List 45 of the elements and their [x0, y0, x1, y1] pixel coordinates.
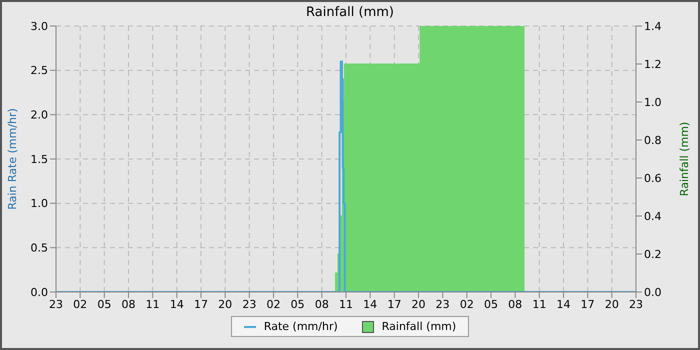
- y2-tick-label: 1.0: [644, 96, 662, 109]
- y-tick-label: 2.0: [30, 108, 48, 122]
- x-tick-label: 14: [170, 298, 184, 311]
- x-tick-label: 08: [508, 298, 522, 311]
- y2-tick-label: 0.8: [644, 134, 662, 147]
- y2-tick-label: 0.6: [644, 172, 662, 185]
- x-tick-label: 02: [266, 298, 280, 311]
- y-tick-label: 3.0: [30, 20, 48, 33]
- x-tick-label: 02: [73, 298, 88, 311]
- x-tick-label: 02: [460, 298, 474, 311]
- y-tick-label: 2.5: [30, 64, 48, 78]
- y2-tick-label: 1.2: [644, 58, 662, 71]
- x-tick-label: 11: [339, 298, 353, 311]
- x-tick-label: 08: [122, 298, 136, 311]
- y-axis-title: Rain Rate (mm/hr): [6, 108, 19, 210]
- chart-title: Rainfall (mm): [306, 5, 394, 20]
- x-tick-label: 14: [363, 298, 378, 311]
- x-tick-label: 05: [484, 298, 498, 311]
- y2-axis-title: Rainfall (mm): [678, 122, 691, 196]
- y-tick-label: 1.5: [30, 152, 48, 166]
- x-tick-label: 23: [242, 298, 256, 311]
- x-tick-label: 17: [194, 298, 208, 311]
- x-tick-label: 05: [97, 298, 112, 311]
- y-tick-label: 1.0: [30, 197, 48, 210]
- y-tick-label: 0.5: [30, 242, 48, 255]
- x-tick-label: 11: [146, 298, 160, 311]
- x-tick-label: 17: [387, 298, 402, 311]
- legend-label: Rate (mm/hr): [264, 320, 338, 333]
- x-tick-label: 17: [580, 298, 595, 311]
- x-tick-label: 20: [604, 298, 619, 311]
- x-tick-label: 20: [218, 298, 232, 311]
- x-tick-label: 23: [436, 298, 450, 311]
- y2-tick-label: 0.2: [644, 248, 662, 261]
- y-tick-label: 0.0: [30, 286, 48, 299]
- y2-tick-label: 1.4: [644, 20, 662, 33]
- y2-tick-label: 0.0: [644, 286, 662, 299]
- x-tick-label: 14: [556, 298, 570, 311]
- legend-label: Rainfall (mm): [382, 320, 456, 333]
- x-tick-label: 20: [412, 298, 426, 311]
- x-tick-label: 11: [532, 298, 546, 311]
- x-tick-label: 05: [290, 298, 305, 311]
- x-tick-label: 23: [629, 298, 643, 311]
- x-tick-label: 23: [49, 298, 63, 311]
- y2-tick-label: 0.4: [644, 210, 662, 223]
- x-tick-label: 08: [314, 298, 329, 311]
